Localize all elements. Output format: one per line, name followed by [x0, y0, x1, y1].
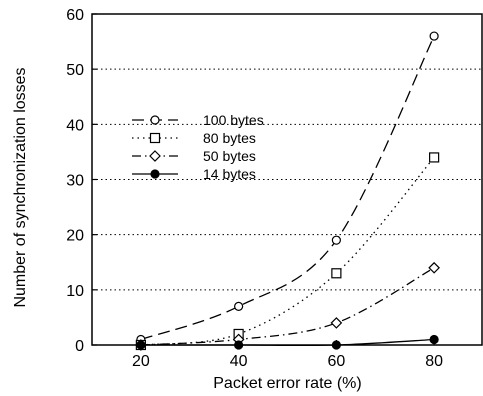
legend-entry: 100 bytes: [132, 112, 264, 128]
data-point: [234, 340, 244, 350]
legend-marker: [149, 132, 161, 144]
series-lines: [135, 31, 440, 351]
legend-marker: [149, 150, 161, 162]
y-tick-label: 20: [66, 228, 84, 245]
legend-label: 14 bytes: [203, 166, 256, 182]
data-point: [331, 268, 342, 279]
series-line: [140, 338, 435, 347]
x-tick-label: 80: [425, 353, 443, 370]
x-axis-label: Packet error rate (%): [213, 375, 361, 392]
series-line: [140, 267, 435, 346]
y-tick-label: 0: [75, 338, 84, 355]
data-point: [331, 235, 341, 245]
series-line: [140, 35, 435, 341]
gridlines: [92, 68, 482, 291]
legend-label: 50 bytes: [203, 148, 256, 164]
legend-entry: 50 bytes: [132, 148, 256, 164]
x-tick-label: 40: [230, 353, 248, 370]
x-tick-label: 60: [327, 353, 345, 370]
series-14-bytes: [136, 334, 439, 350]
legend-marker: [150, 115, 160, 125]
legend-entry: 14 bytes: [132, 166, 256, 182]
data-point: [429, 31, 439, 41]
data-point: [429, 334, 439, 345]
y-tick-label: 40: [66, 117, 84, 134]
y-tick-label: 10: [66, 283, 84, 300]
data-point: [429, 152, 440, 163]
axis-ticks: 0 10 20 30 40 50 60 20 40 60 80: [66, 7, 443, 370]
series-100-bytes: [136, 31, 439, 345]
x-tick-label: 20: [132, 353, 150, 370]
legend-label: 80 bytes: [203, 130, 256, 146]
y-axis-label: Number of synchronization losses: [12, 67, 29, 307]
data-point: [330, 317, 343, 329]
data-point: [331, 340, 341, 350]
series-80-bytes: [135, 152, 440, 351]
y-tick-label: 50: [66, 62, 84, 79]
data-point: [136, 340, 146, 350]
y-tick-label: 30: [66, 173, 84, 190]
legend: 100 bytes 80 bytes 50 bytes 14 bytes: [132, 112, 264, 182]
data-point: [234, 301, 244, 311]
legend-marker: [150, 169, 160, 179]
legend-label: 100 bytes: [203, 112, 264, 128]
series-line: [140, 157, 435, 346]
legend-entry: 80 bytes: [132, 130, 256, 146]
data-point: [428, 261, 440, 274]
series-50-bytes: [135, 261, 440, 351]
y-tick-label: 60: [66, 7, 84, 24]
